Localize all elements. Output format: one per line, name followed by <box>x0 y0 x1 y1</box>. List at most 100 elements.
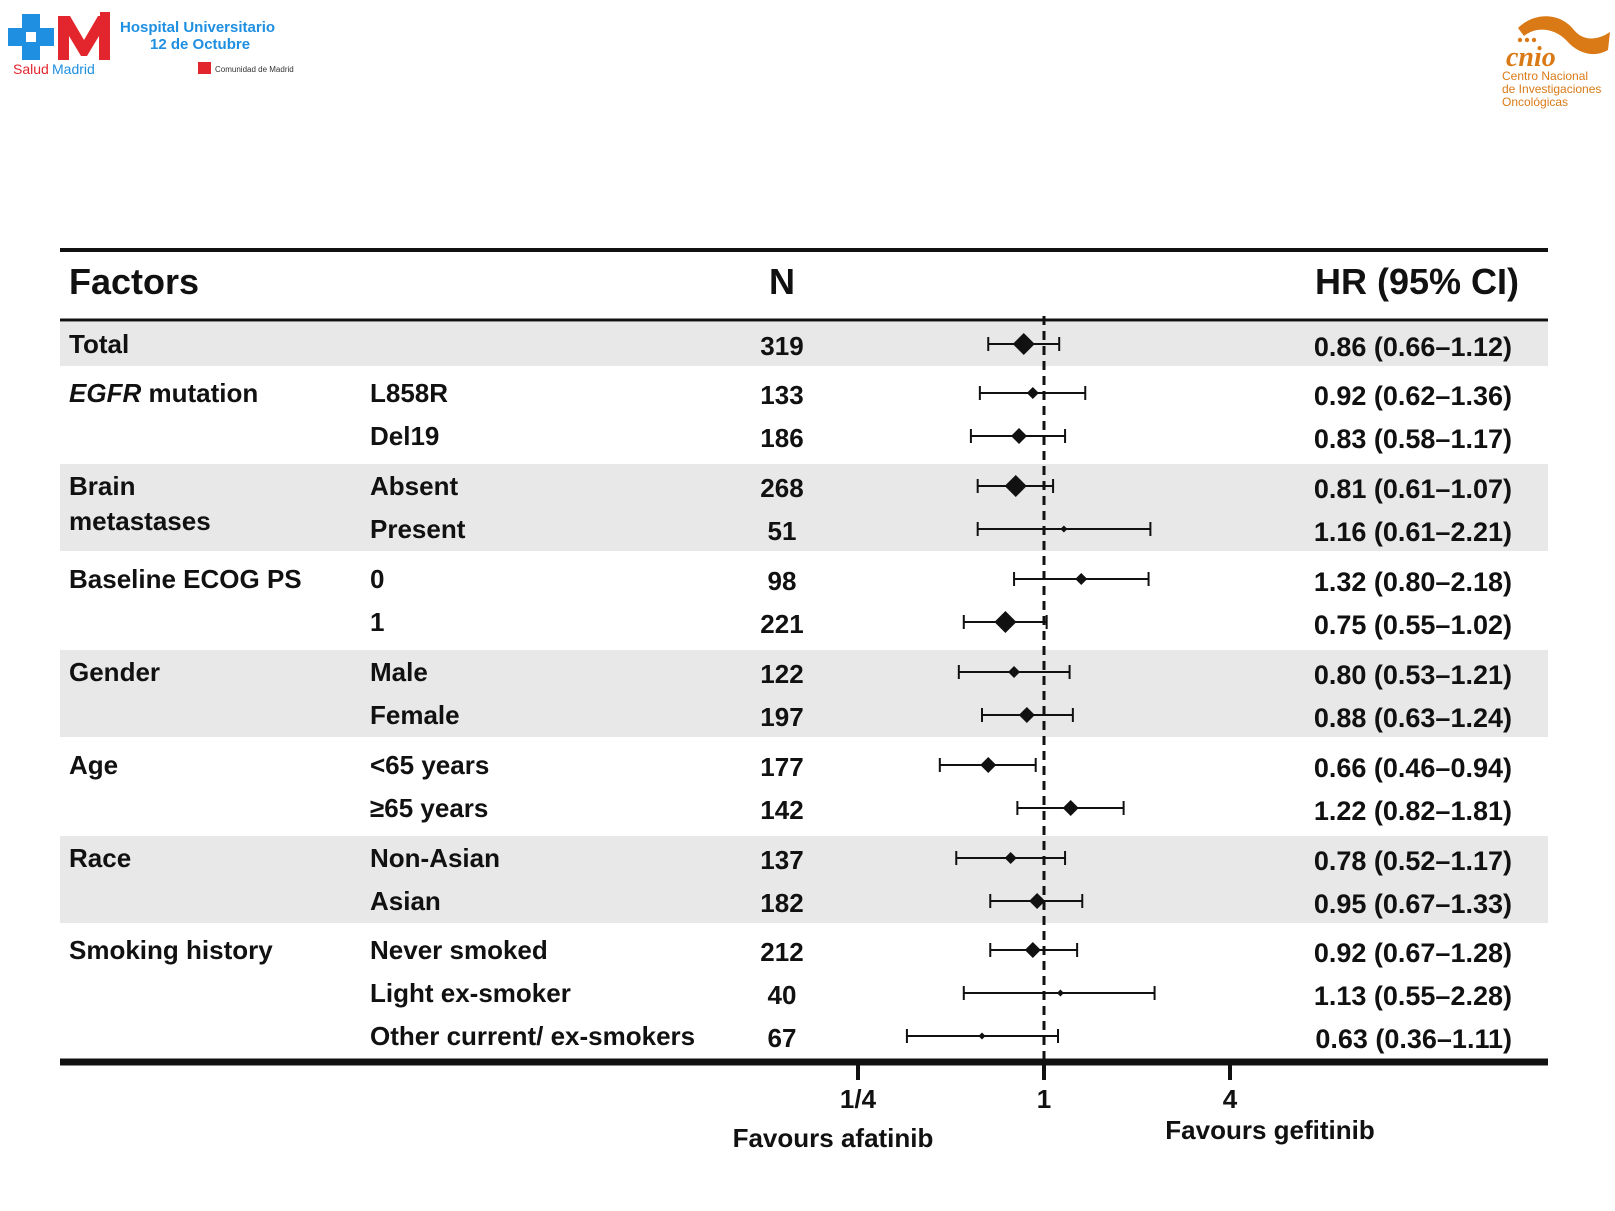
factor-label-line2: metastases <box>69 506 211 536</box>
factor-label: Baseline ECOG PS <box>69 564 302 594</box>
hr-point-marker <box>1024 942 1041 958</box>
hr-ci-value: 0.92 (0.62–1.36) <box>1314 381 1512 411</box>
n-value: 186 <box>760 423 803 453</box>
n-value: 197 <box>760 702 803 732</box>
hospital-name-line2: 12 de Octubre <box>150 36 250 53</box>
salud-madrid-cross-icon <box>8 14 54 60</box>
favours-gefitinib-label: Favours gefitinib <box>1165 1115 1374 1145</box>
n-value: 177 <box>760 752 803 782</box>
madrid-m-icon <box>58 12 110 60</box>
hr-ci-value: 1.22 (0.82–1.81) <box>1314 796 1512 826</box>
favours-afatinib-label: Favours afatinib <box>733 1123 934 1153</box>
hr-point-marker <box>1004 852 1017 864</box>
hr-ci-value: 0.92 (0.67–1.28) <box>1314 938 1512 968</box>
factor-label-text: Smoking history <box>69 935 273 965</box>
hr-point-marker <box>1011 428 1027 444</box>
subgroup-label: Female <box>370 700 460 730</box>
n-value: 122 <box>760 659 803 689</box>
factor-label-text: Brain <box>69 471 135 501</box>
hr-point-marker <box>1060 525 1068 533</box>
table-rows: Total 319 0.86 (0.66–1.12) EGFR mutation L85… <box>69 329 1512 1054</box>
factor-label-text: Age <box>69 750 118 780</box>
hr-point-marker <box>980 757 997 773</box>
factor-label-text: mutation <box>141 378 258 408</box>
header-factors: Factors <box>69 261 199 302</box>
hr-ci-value: 1.32 (0.80–2.18) <box>1314 567 1512 597</box>
factor-label-text: Gender <box>69 657 160 687</box>
factor-label: Race <box>69 843 131 873</box>
subgroup-label: Male <box>370 657 428 687</box>
hospital-name-line1: Hospital Universitario <box>120 19 275 36</box>
subgroup-label: Other current/ ex-smokers <box>370 1021 695 1051</box>
hr-ci-value: 0.78 (0.52–1.17) <box>1314 846 1512 876</box>
factor-label-text: Total <box>69 329 129 359</box>
salud-text: Salud <box>13 61 49 77</box>
hr-point-marker <box>1056 989 1064 997</box>
hr-ci-value: 0.86 (0.66–1.12) <box>1314 332 1512 362</box>
subgroup-label: Asian <box>370 886 441 916</box>
factor-label: Total <box>69 329 129 359</box>
hr-point-marker <box>1029 893 1046 909</box>
cnio-wordmark: cnio <box>1506 42 1556 73</box>
hr-point-marker <box>1008 666 1021 678</box>
hr-point-marker <box>1012 333 1035 355</box>
axis-tick-label: 1/4 <box>840 1084 877 1114</box>
n-value: 98 <box>768 566 797 596</box>
chart-marks <box>905 333 1156 1043</box>
n-value: 268 <box>760 473 803 503</box>
hospital-logo: Salud Madrid Hospital Universitario 12 d… <box>8 12 294 77</box>
row-band <box>60 322 1548 366</box>
n-value: 133 <box>760 380 803 410</box>
n-value: 319 <box>760 331 803 361</box>
n-value: 40 <box>768 980 797 1010</box>
hr-point-marker <box>994 611 1017 633</box>
factor-label: Gender <box>69 657 160 687</box>
factor-label: Age <box>69 750 118 780</box>
row-band <box>60 650 1548 737</box>
hr-point-marker <box>1075 573 1088 585</box>
hr-ci-value: 0.83 (0.58–1.17) <box>1314 424 1512 454</box>
cnio-swoosh-icon <box>1518 16 1610 55</box>
cnio-line1: Centro Nacional <box>1502 69 1588 83</box>
factor-label-italic: EGFR <box>69 378 141 408</box>
n-value: 51 <box>768 516 797 546</box>
hr-ci-value: 0.80 (0.53–1.21) <box>1314 660 1512 690</box>
row-bands <box>60 322 1548 923</box>
subgroup-label: Light ex-smoker <box>370 978 571 1008</box>
header-n: N <box>769 261 795 302</box>
hr-point-marker <box>978 1032 986 1040</box>
x-axis: 1/4 1 4 <box>840 1062 1238 1114</box>
axis-tick-label: 1 <box>1037 1084 1051 1114</box>
madrid-text: Madrid <box>52 61 95 77</box>
subgroup-label: L858R <box>370 378 448 408</box>
subgroup-label: Non-Asian <box>370 843 500 873</box>
hr-point-marker <box>1018 707 1035 723</box>
factor-label-text: Race <box>69 843 131 873</box>
subgroup-label: Present <box>370 514 466 544</box>
axis-tick-label: 4 <box>1223 1084 1238 1114</box>
cnio-logo: cnio Centro Nacional de Investigaciones … <box>1502 16 1610 109</box>
row-band <box>60 836 1548 923</box>
subgroup-label: ≥65 years <box>370 793 488 823</box>
hr-ci-value: 0.63 (0.36–1.11) <box>1315 1024 1512 1054</box>
cnio-line3: Oncológicas <box>1502 95 1568 109</box>
hr-point-marker <box>1004 475 1027 497</box>
n-value: 221 <box>760 609 803 639</box>
hr-point-marker <box>1026 387 1039 399</box>
n-value: 182 <box>760 888 803 918</box>
n-value: 67 <box>768 1023 797 1053</box>
subgroup-label: <65 years <box>370 750 489 780</box>
factor-label: Smoking history <box>69 935 273 965</box>
subgroup-label: 0 <box>370 564 384 594</box>
hr-ci-value: 1.13 (0.55–2.28) <box>1314 981 1512 1011</box>
subgroup-label: 1 <box>370 607 384 637</box>
hr-ci-value: 0.81 (0.61–1.07) <box>1314 474 1512 504</box>
factor-label: EGFR mutation <box>69 378 258 408</box>
header-hr: HR (95% CI) <box>1315 261 1519 302</box>
hr-point-marker <box>1062 800 1079 816</box>
hr-ci-value: 1.16 (0.61–2.21) <box>1314 517 1512 547</box>
hr-ci-value: 0.75 (0.55–1.02) <box>1314 610 1512 640</box>
subgroup-label: Never smoked <box>370 935 548 965</box>
n-value: 137 <box>760 845 803 875</box>
